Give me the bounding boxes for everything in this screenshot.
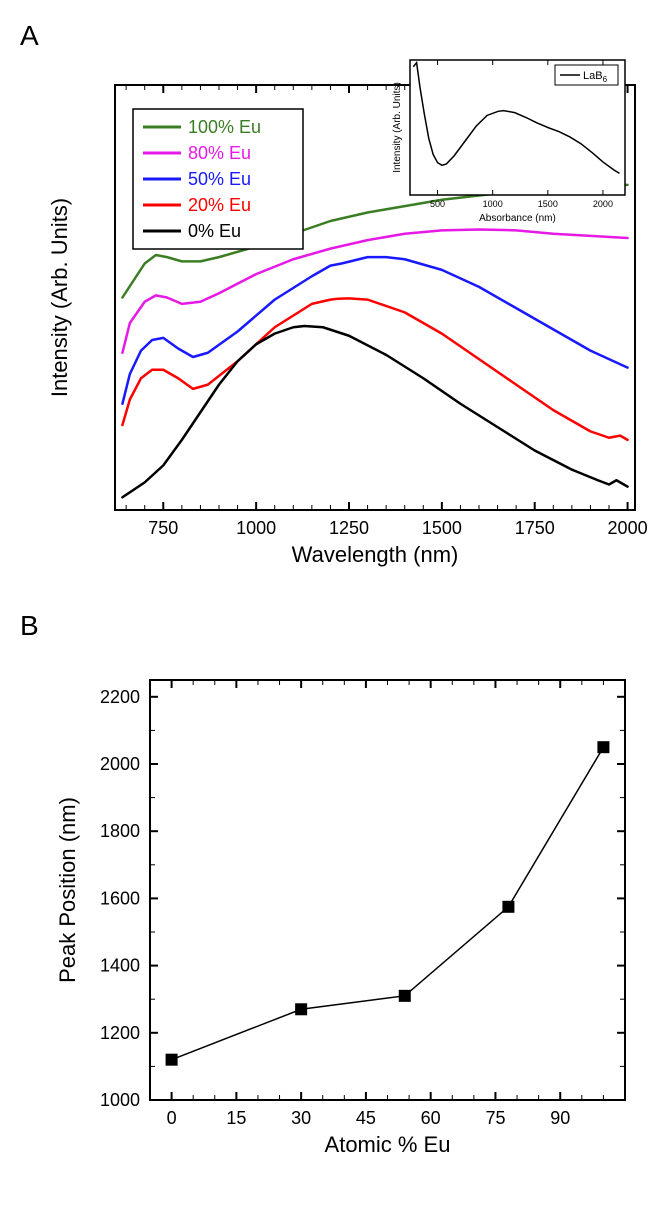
- panel-a-main-chart: 750 1000 1250 1500 1750 2000 Wavelength (nm) In…: [20, 20, 660, 580]
- svg-text:1000: 1000: [236, 518, 276, 538]
- svg-text:2000: 2000: [100, 754, 140, 774]
- svg-text:750: 750: [148, 518, 178, 538]
- svg-text:75: 75: [485, 1108, 505, 1128]
- svg-text:1800: 1800: [100, 821, 140, 841]
- svg-text:0: 0: [167, 1108, 177, 1128]
- svg-text:2000: 2000: [608, 518, 648, 538]
- svg-text:2000: 2000: [593, 199, 613, 209]
- svg-text:1250: 1250: [329, 518, 369, 538]
- svg-text:20% Eu: 20% Eu: [188, 195, 251, 215]
- svg-text:Wavelength (nm): Wavelength (nm): [292, 542, 459, 567]
- panel-b-chart: 1000 1200 1400 1600 1800 2000 2200 0 15 30 45 60 75 9…: [20, 610, 660, 1170]
- svg-text:1600: 1600: [100, 888, 140, 908]
- svg-text:1000: 1000: [483, 199, 503, 209]
- svg-text:1200: 1200: [100, 1023, 140, 1043]
- svg-text:50% Eu: 50% Eu: [188, 169, 251, 189]
- svg-text:0% Eu: 0% Eu: [188, 221, 241, 241]
- svg-text:60: 60: [421, 1108, 441, 1128]
- svg-text:80% Eu: 80% Eu: [188, 143, 251, 163]
- svg-text:Peak Position (nm): Peak Position (nm): [55, 797, 80, 983]
- svg-text:Intensity (Arb. Units): Intensity (Arb. Units): [392, 82, 403, 173]
- panel-b: B 1000 1200 1400 1600 1800 2000 2200 0 15 30 45 60 7…: [20, 610, 648, 1170]
- panel-a: A 750 1000 1250 1500 1750 2000 Wavelength (nm)…: [20, 20, 648, 580]
- svg-text:1750: 1750: [515, 518, 555, 538]
- svg-text:1500: 1500: [538, 199, 558, 209]
- svg-text:Absorbance (nm): Absorbance (nm): [479, 213, 556, 224]
- svg-text:1400: 1400: [100, 956, 140, 976]
- svg-text:30: 30: [291, 1108, 311, 1128]
- panel-a-label: A: [20, 20, 39, 52]
- panel-b-label: B: [20, 610, 39, 642]
- svg-text:2200: 2200: [100, 687, 140, 707]
- svg-text:1500: 1500: [422, 518, 462, 538]
- svg-text:45: 45: [356, 1108, 376, 1128]
- svg-text:500: 500: [430, 199, 445, 209]
- svg-text:1000: 1000: [100, 1090, 140, 1110]
- svg-text:100% Eu: 100% Eu: [188, 117, 261, 137]
- svg-text:Intensity (Arb. Units): Intensity (Arb. Units): [47, 198, 72, 397]
- svg-text:Atomic % Eu: Atomic % Eu: [325, 1132, 451, 1157]
- svg-text:90: 90: [550, 1108, 570, 1128]
- svg-text:15: 15: [226, 1108, 246, 1128]
